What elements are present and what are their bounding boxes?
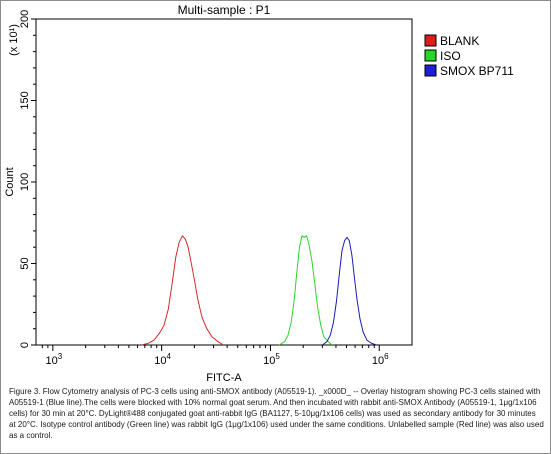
x-axis: 103 104 105 106 bbox=[41, 345, 389, 367]
figure-caption: Figure 3. Flow Cytometry analysis of PC-… bbox=[9, 387, 544, 440]
x-tick-label: 105 bbox=[263, 352, 280, 367]
series-line-1 bbox=[278, 235, 333, 346]
chart-title: Multi-sample : P1 bbox=[178, 3, 271, 17]
series-line-0 bbox=[141, 235, 224, 346]
y-tick-label: 200 bbox=[19, 10, 31, 28]
y-tick-label: 150 bbox=[19, 91, 31, 109]
x-tick-label: 104 bbox=[154, 352, 171, 367]
legend-label: SMOX BP711 bbox=[440, 64, 514, 78]
y-tick-label: 100 bbox=[19, 173, 31, 191]
y-axis-label: Count bbox=[4, 167, 16, 196]
x-tick-label: 106 bbox=[372, 352, 389, 367]
y-tick-label: 50 bbox=[19, 257, 31, 269]
legend-swatch bbox=[424, 49, 437, 62]
y-multiplier-label: (x 10¹) bbox=[8, 24, 20, 56]
x-axis-label: FITC-A bbox=[206, 372, 242, 384]
flow-cytometry-histogram: Multi-sample : P1 (x 10¹) FITC-A Count 0… bbox=[4, 3, 514, 384]
plot-area bbox=[35, 18, 413, 346]
y-axis: 0 50 100 150 200 bbox=[19, 10, 36, 348]
legend-swatch bbox=[424, 64, 437, 77]
legend-swatch bbox=[424, 34, 437, 47]
legend-label: BLANK bbox=[440, 34, 479, 48]
x-tick-label: 103 bbox=[46, 352, 63, 367]
legend-label: ISO bbox=[440, 49, 461, 63]
y-tick-label: 0 bbox=[19, 342, 31, 348]
series-layer bbox=[141, 235, 377, 346]
series-line-2 bbox=[322, 236, 377, 346]
